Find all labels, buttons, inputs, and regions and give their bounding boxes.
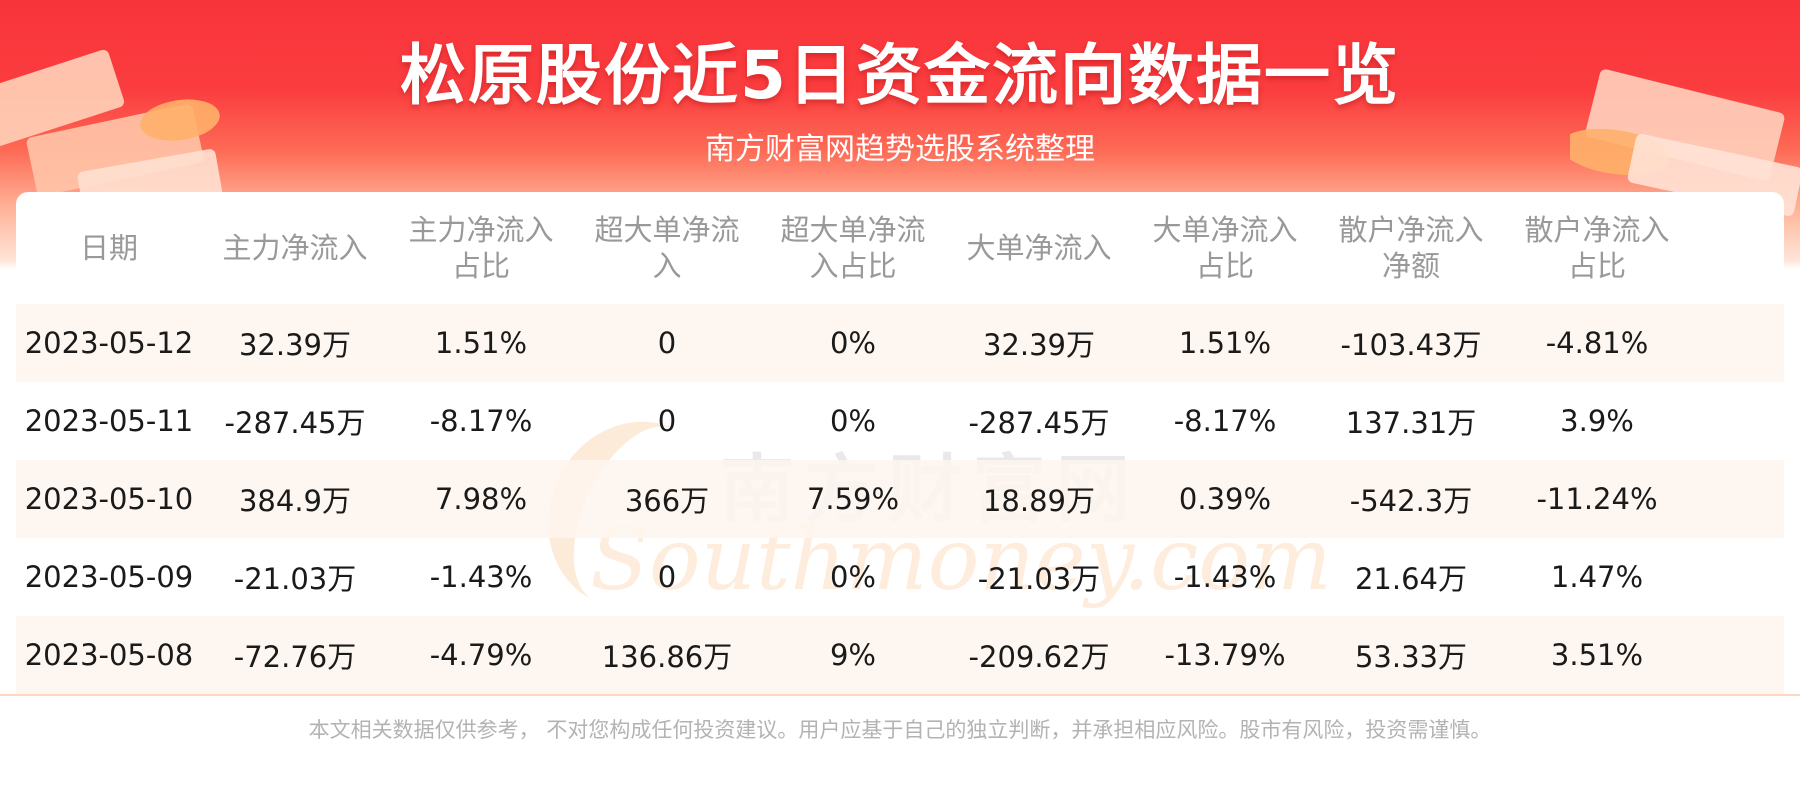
cell-main-inflow: 32.39万 xyxy=(238,328,352,362)
cell-super-large-inflow: 366万 xyxy=(624,484,710,518)
disclaimer: 本文相关数据仅供参考， 不对您构成任何投资建议。用户应基于自己的独立判断，并承担… xyxy=(308,718,1492,742)
cell-date: 2023-05-09 xyxy=(24,560,194,594)
cell-date: 2023-05-12 xyxy=(24,326,194,360)
table-row: 2023-05-12 32.39万 1.51% 0 0% 32.39万 1.51… xyxy=(16,304,1784,382)
cell-retail-net: -542.3万 xyxy=(1349,484,1473,518)
table-header-row: 日期 主力净流入 主力净流入 占比 超大单净流入 超大单净流 入占比 大单净流入 大… xyxy=(16,192,1784,304)
cell-super-large-inflow: 0 xyxy=(657,404,677,438)
cell-main-ratio: 7.98% xyxy=(434,482,528,516)
column-header-date: 日期 xyxy=(79,231,138,265)
cell-retail-net: 137.31万 xyxy=(1345,406,1477,440)
column-header-super-large-inflow: 超大单净流入 xyxy=(594,213,740,283)
cell-super-large-ratio: 7.59% xyxy=(806,482,900,516)
cell-main-ratio: -1.43% xyxy=(429,560,533,594)
cell-main-ratio: 1.51% xyxy=(434,326,528,360)
footer-divider xyxy=(0,694,1800,696)
cell-retail-net: 21.64万 xyxy=(1354,562,1468,596)
cell-super-large-ratio: 0% xyxy=(829,404,876,438)
cell-large-ratio: -1.43% xyxy=(1173,560,1277,594)
cell-retail-ratio: 3.9% xyxy=(1560,404,1634,438)
cell-large-ratio: 1.51% xyxy=(1178,326,1272,360)
cell-retail-ratio: -11.24% xyxy=(1536,482,1658,516)
cell-large-inflow: 18.89万 xyxy=(982,484,1096,518)
cell-large-ratio: -8.17% xyxy=(1173,404,1277,438)
cell-super-large-ratio: 0% xyxy=(829,326,876,360)
cell-main-inflow: -21.03万 xyxy=(233,562,357,596)
column-header-retail-net: 散户净流入 净额 xyxy=(1338,213,1484,283)
cell-main-ratio: -4.79% xyxy=(429,638,533,672)
cell-large-inflow: -21.03万 xyxy=(977,562,1101,596)
table-row: 2023-05-10 384.9万 7.98% 366万 7.59% 18.89… xyxy=(16,460,1784,538)
cell-date: 2023-05-10 xyxy=(24,482,194,516)
column-header-large-inflow: 大单净流入 xyxy=(966,231,1112,265)
cell-main-inflow: -287.45万 xyxy=(224,406,366,440)
cell-super-large-inflow: 0 xyxy=(657,560,677,594)
cell-large-ratio: -13.79% xyxy=(1164,638,1286,672)
cell-large-inflow: 32.39万 xyxy=(982,328,1096,362)
cell-retail-net: 53.33万 xyxy=(1354,640,1468,674)
cell-super-large-ratio: 0% xyxy=(829,560,876,594)
cell-large-inflow: -209.62万 xyxy=(968,640,1110,674)
cell-main-inflow: 384.9万 xyxy=(238,484,352,518)
page-title: 松原股份近5日资金流向数据一览 xyxy=(400,37,1400,114)
column-header-super-large-ratio: 超大单净流 入占比 xyxy=(780,213,926,283)
cell-retail-ratio: 3.51% xyxy=(1550,638,1644,672)
table-row: 2023-05-11 -287.45万 -8.17% 0 0% -287.45万… xyxy=(16,382,1784,460)
column-header-large-ratio: 大单净流入 占比 xyxy=(1152,213,1298,283)
cell-super-large-inflow: 0 xyxy=(657,326,677,360)
cell-date: 2023-05-11 xyxy=(24,404,194,438)
cell-retail-ratio: 1.47% xyxy=(1550,560,1644,594)
cell-retail-ratio: -4.81% xyxy=(1545,326,1649,360)
table-row: 2023-05-08 -72.76万 -4.79% 136.86万 9% -20… xyxy=(16,616,1784,694)
table-row: 2023-05-09 -21.03万 -1.43% 0 0% -21.03万 -… xyxy=(16,538,1784,616)
cell-super-large-ratio: 9% xyxy=(829,638,876,672)
column-header-retail-ratio: 散户净流入 占比 xyxy=(1524,213,1670,283)
cell-large-inflow: -287.45万 xyxy=(968,406,1110,440)
column-header-main-inflow: 主力净流入 xyxy=(222,231,368,265)
cell-main-inflow: -72.76万 xyxy=(233,640,357,674)
page-subtitle: 南方财富网趋势选股系统整理 xyxy=(705,132,1095,167)
table-card xyxy=(16,192,1784,694)
fund-flow-table: 日期 主力净流入 主力净流入 占比 超大单净流入 超大单净流 入占比 大单净流入 大… xyxy=(16,192,1784,694)
cell-large-ratio: 0.39% xyxy=(1178,482,1272,516)
cell-main-ratio: -8.17% xyxy=(429,404,533,438)
cell-retail-net: -103.43万 xyxy=(1340,328,1482,362)
cell-super-large-inflow: 136.86万 xyxy=(601,640,733,674)
column-header-main-ratio: 主力净流入 占比 xyxy=(408,213,554,283)
cell-date: 2023-05-08 xyxy=(24,638,194,672)
